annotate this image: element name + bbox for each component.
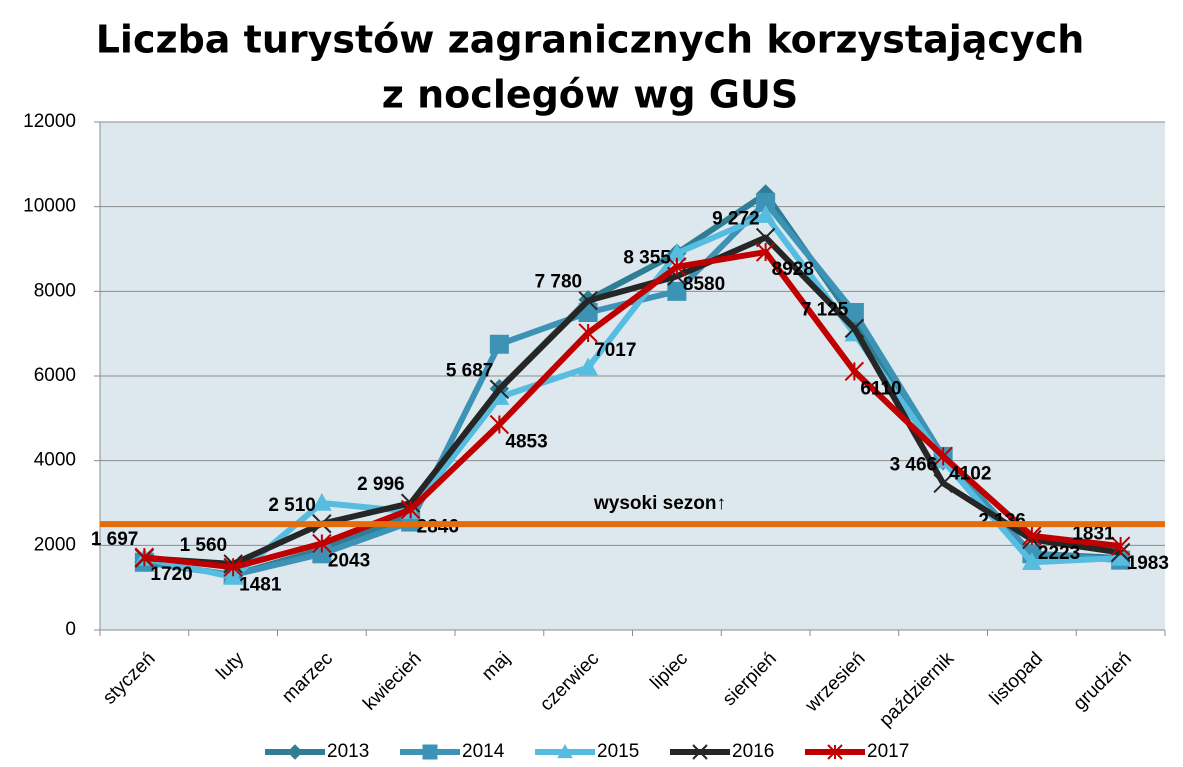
data-label: 7017 <box>594 340 636 361</box>
legend-marker <box>422 744 438 760</box>
data-label: 8580 <box>683 274 725 295</box>
x-tick-label: grudzień <box>1069 648 1135 714</box>
data-label: 8928 <box>772 259 814 280</box>
x-tick-label: lipiec <box>646 648 691 693</box>
data-label: 3 466 <box>890 454 938 475</box>
marker <box>844 303 864 322</box>
data-label: 1481 <box>239 574 282 595</box>
data-label: 2 996 <box>357 474 405 495</box>
x-tick-label: wrzesień <box>801 648 870 717</box>
data-label: 7 780 <box>535 272 583 293</box>
chart-title: Liczba turystów zagranicznych korzystają… <box>96 18 1085 62</box>
data-label: 4853 <box>505 432 547 453</box>
y-tick-label: 2000 <box>34 534 76 555</box>
marker <box>667 281 687 301</box>
x-tick-label: listopad <box>986 648 1047 709</box>
x-tick-label: październik <box>875 648 958 731</box>
y-tick-label: 6000 <box>34 365 76 386</box>
x-tick-label: kwiecień <box>359 648 425 714</box>
marker <box>578 290 598 311</box>
x-tick-label: sierpień <box>719 648 781 710</box>
marker <box>400 499 421 520</box>
data-label: 2223 <box>1038 543 1080 564</box>
y-tick-label: 4000 <box>34 450 76 471</box>
x-tick-label: maj <box>478 648 515 685</box>
data-label: 9 272 <box>712 209 760 230</box>
marker <box>933 446 953 467</box>
y-tick-label: 0 <box>65 619 76 640</box>
legend-label: 2013 <box>327 741 369 762</box>
marker <box>134 547 155 567</box>
marker <box>1022 526 1042 546</box>
x-tick-label: luty <box>212 648 248 684</box>
legend-label: 2016 <box>732 741 774 762</box>
series-line <box>143 212 1121 581</box>
marker <box>1110 536 1131 556</box>
data-label: 6110 <box>860 378 901 399</box>
marker <box>844 361 865 382</box>
marker <box>312 533 332 554</box>
y-tick-label: 12000 <box>23 111 76 132</box>
legend-label: 2014 <box>462 741 505 762</box>
legend-marker <box>692 744 708 760</box>
data-label: 1 697 <box>91 529 139 550</box>
marker <box>489 379 510 399</box>
marker <box>933 473 953 493</box>
marker <box>578 323 598 343</box>
y-tick-label: 10000 <box>23 196 76 217</box>
annotation: wysoki sezon↑ <box>593 493 726 514</box>
data-label: 2 510 <box>268 495 316 516</box>
data-label: 5 687 <box>446 360 494 381</box>
series-line <box>144 249 1121 571</box>
legend-label: 2017 <box>867 741 909 762</box>
marker <box>755 242 776 262</box>
y-tick-label: 8000 <box>34 280 76 301</box>
series-line <box>144 234 1122 567</box>
x-tick-label: czerwiec <box>536 648 603 715</box>
marker <box>755 205 776 223</box>
x-tick-label: styczeń <box>99 648 159 708</box>
marker <box>844 318 865 339</box>
data-label: 7 125 <box>801 299 849 320</box>
data-label: 2043 <box>328 551 370 572</box>
marker <box>1022 552 1042 570</box>
marker <box>667 257 687 277</box>
legend-marker <box>827 744 843 760</box>
data-label: 1983 <box>1127 553 1169 574</box>
data-label: 4102 <box>949 463 991 484</box>
marker <box>312 492 332 511</box>
marker <box>578 357 598 376</box>
legend-marker <box>287 744 303 760</box>
data-label: 1831 <box>1072 524 1115 545</box>
x-tick-label: marzec <box>278 648 337 707</box>
legend-marker <box>557 743 573 759</box>
data-label: 1720 <box>150 564 192 585</box>
legend-label: 2015 <box>597 741 639 762</box>
marker <box>489 334 509 354</box>
marker <box>755 227 776 248</box>
marker <box>489 414 510 435</box>
data-label: 8 355 <box>623 247 671 268</box>
data-label: 2 136 <box>978 511 1026 532</box>
chart-title: z noclegów wg GUS <box>382 73 798 117</box>
data-label: 1 560 <box>180 535 228 556</box>
marker <box>223 557 243 578</box>
